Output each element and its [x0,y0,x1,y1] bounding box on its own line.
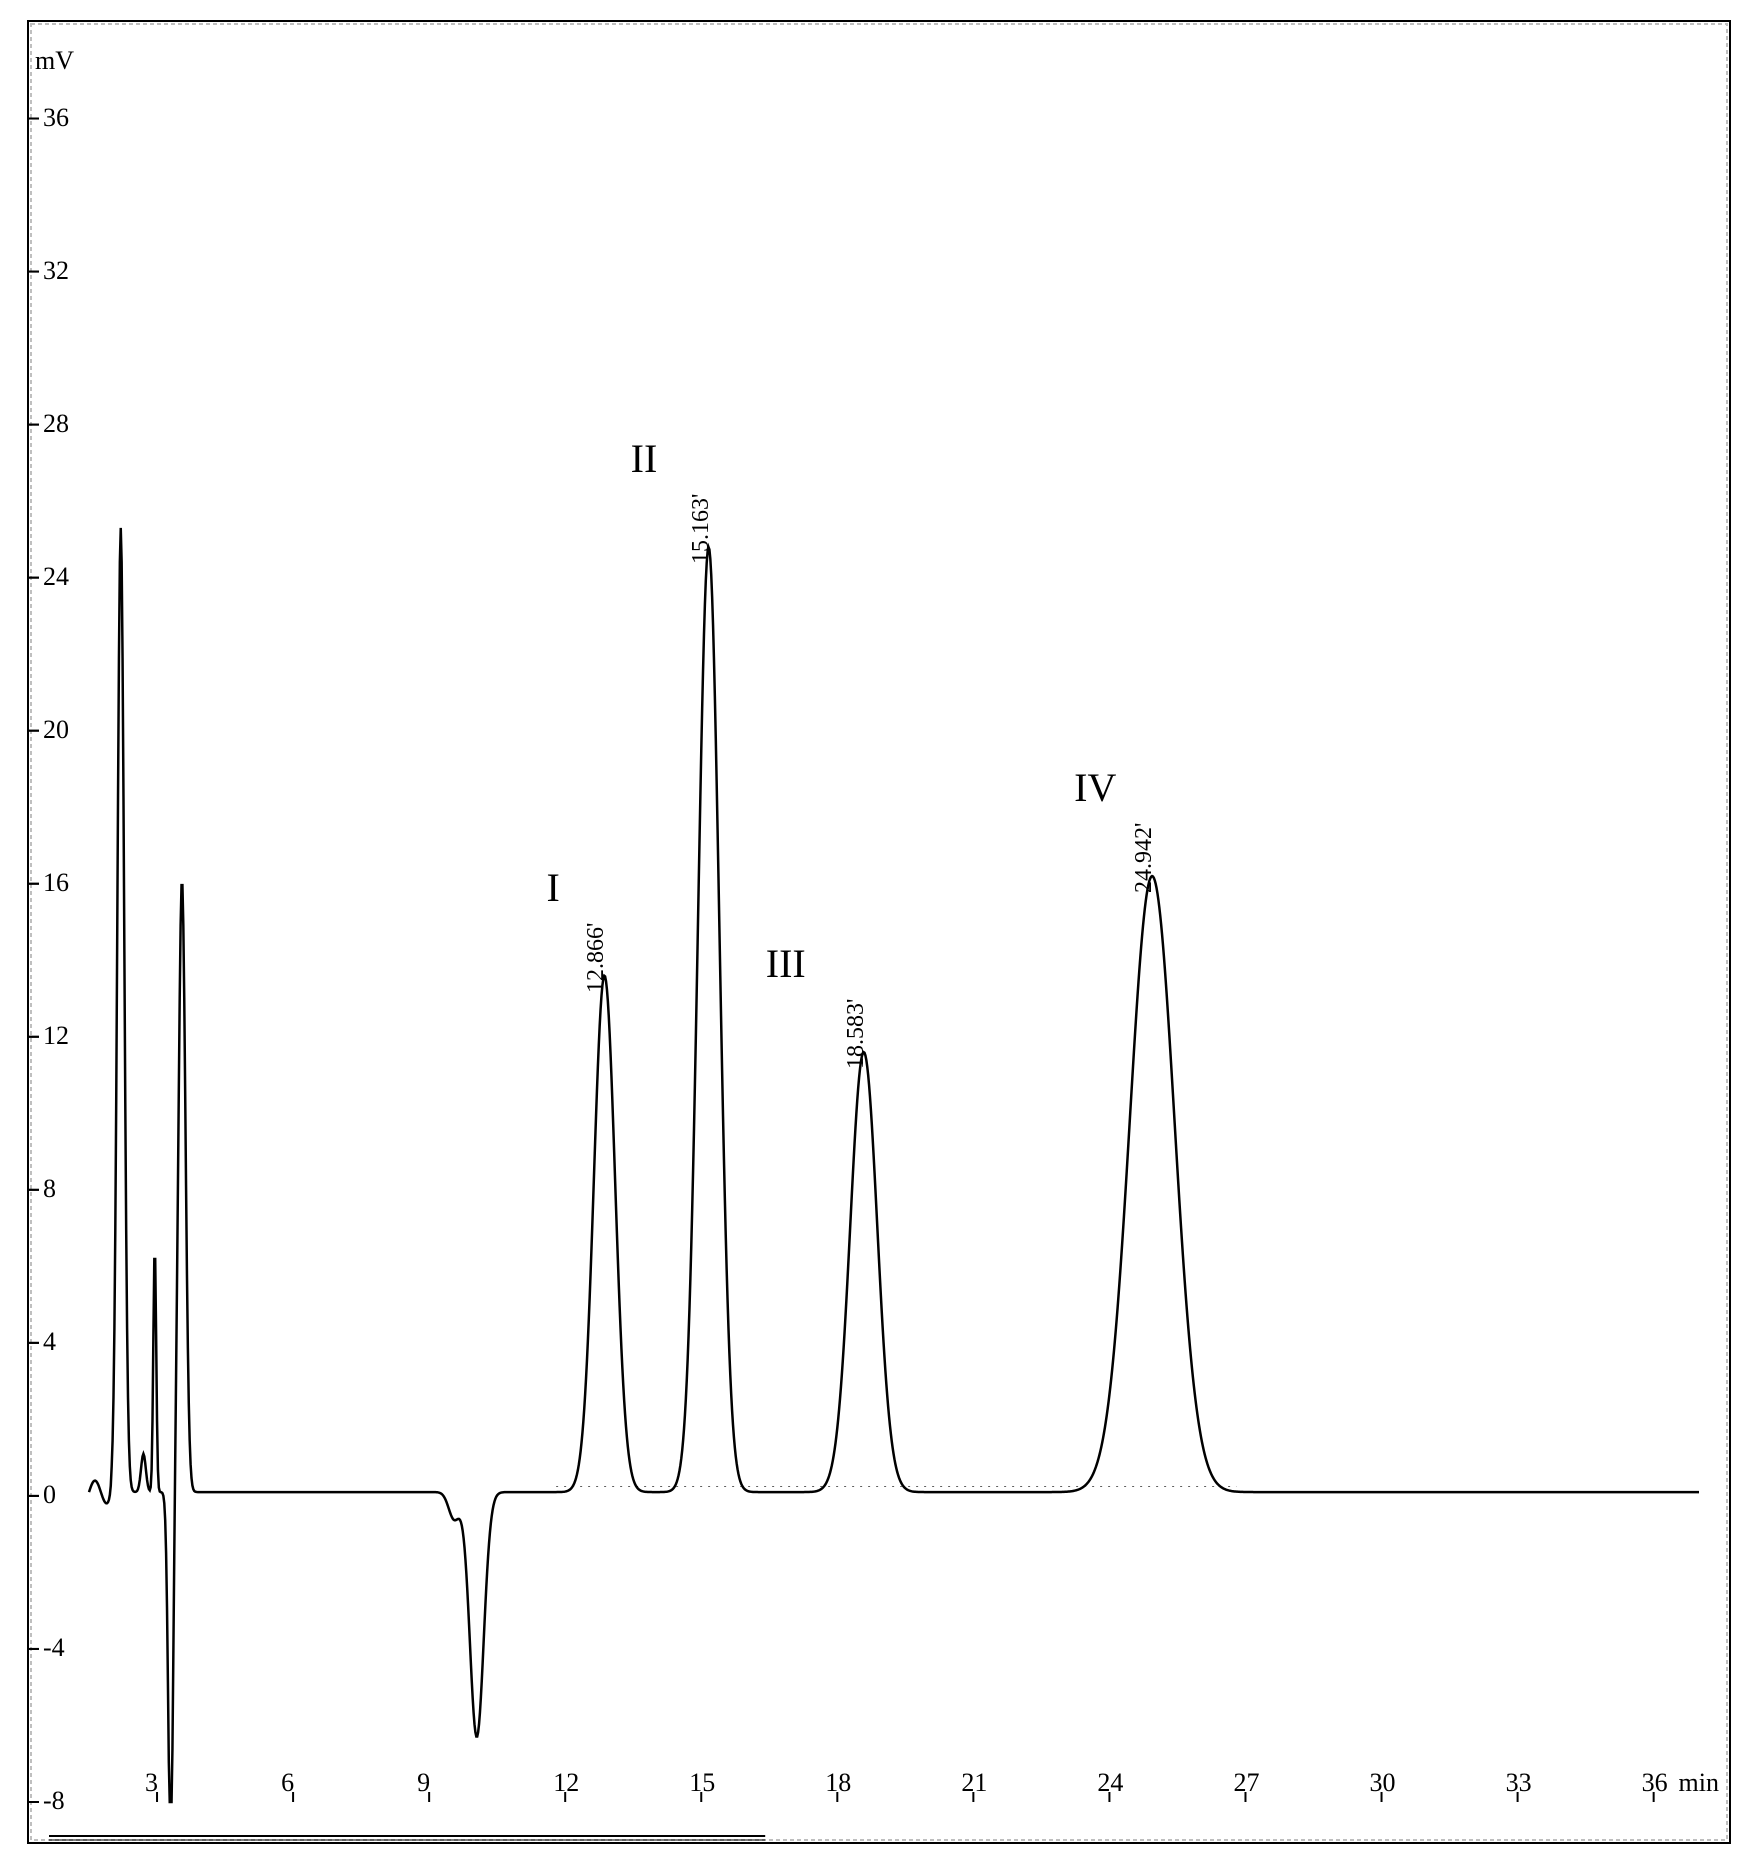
x-tick-label: 30 [1370,1768,1396,1798]
x-tick-label: 27 [1233,1768,1259,1798]
x-tick-label: 18 [825,1768,851,1798]
x-axis-unit-label: min [1679,1768,1719,1798]
y-tick-label: 8 [43,1174,56,1204]
y-tick-label: 32 [43,256,69,286]
y-tick-label: 20 [43,715,69,745]
peak-rt-label: 24.942' [1131,823,1158,893]
x-tick-label: 36 [1642,1768,1668,1798]
y-tick-label: 12 [43,1021,69,1051]
peak-roman-label: I [546,864,559,911]
peak-roman-label: III [766,940,806,987]
x-tick-label: 6 [281,1768,294,1798]
x-tick-label: 3 [145,1768,158,1798]
chart-canvas [29,22,1729,1842]
y-tick-label: 0 [43,1480,56,1510]
y-axis-unit-label: mV [35,46,74,76]
y-tick-label: 36 [43,103,69,133]
peak-roman-label: IV [1074,764,1116,811]
x-tick-label: 9 [417,1768,430,1798]
y-tick-label: 28 [43,409,69,439]
peak-rt-label: 12.866' [583,922,610,992]
y-tick-label: -4 [43,1633,65,1663]
x-tick-label: 21 [961,1768,987,1798]
peak-rt-label: 15.163' [688,494,715,564]
peak-roman-label: II [631,435,658,482]
y-tick-label: -8 [43,1786,65,1816]
chromatogram-chart: mV min 369121518212427303336-8-404812162… [27,20,1731,1844]
y-tick-label: 24 [43,562,69,592]
x-tick-label: 12 [553,1768,579,1798]
y-tick-label: 16 [43,868,69,898]
y-tick-label: 4 [43,1327,56,1357]
peak-rt-label: 18.583' [843,999,870,1069]
x-tick-label: 24 [1097,1768,1123,1798]
x-tick-label: 15 [689,1768,715,1798]
x-tick-label: 33 [1506,1768,1532,1798]
